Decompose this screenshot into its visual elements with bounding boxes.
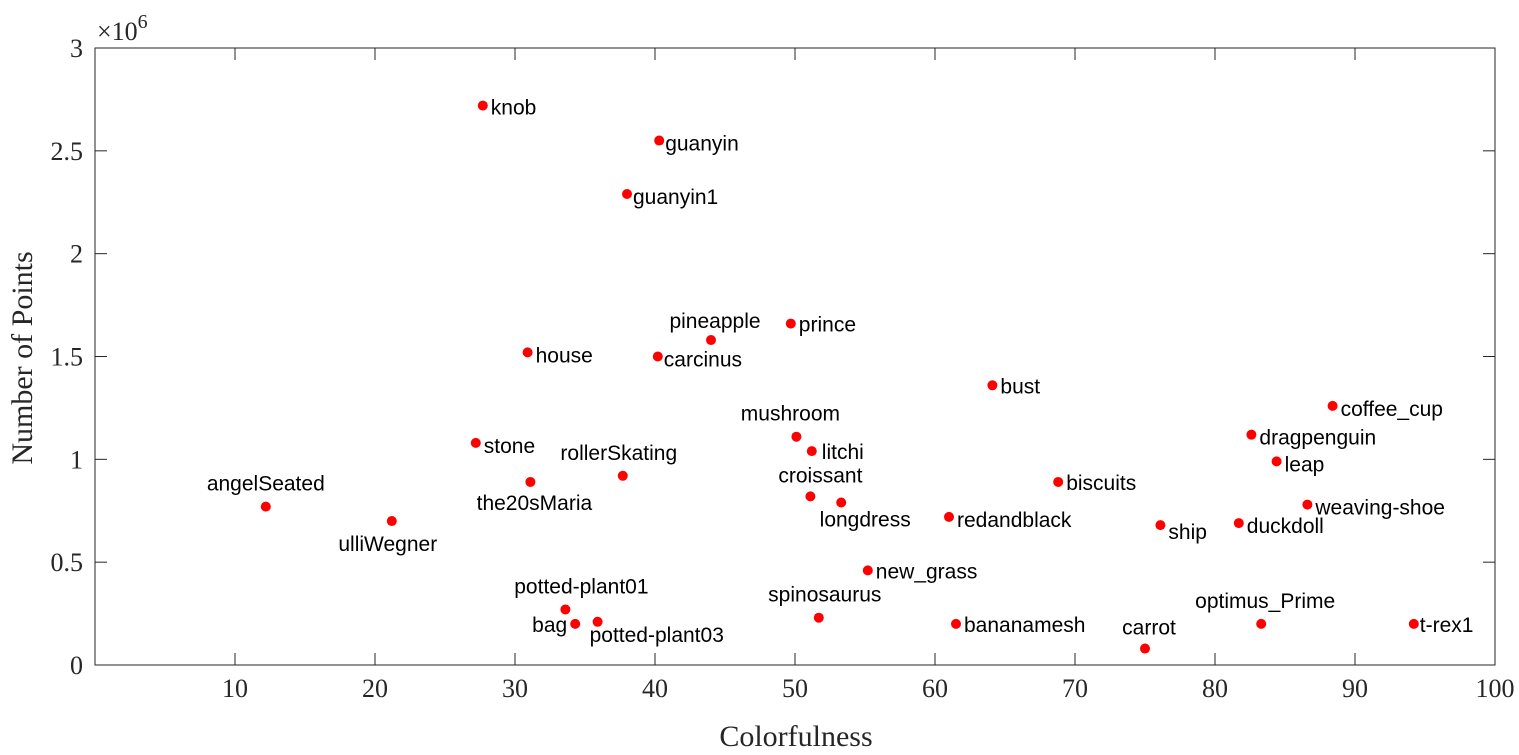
y-axis-title: Number of Points <box>6 251 39 464</box>
data-point-leap <box>1271 456 1282 467</box>
data-label-croissant: croissant <box>778 464 862 487</box>
data-label-longdress: longdress <box>820 509 911 532</box>
x-axis-title: Colorfulness <box>719 720 872 753</box>
data-label-ship: ship <box>1168 521 1207 544</box>
data-point-house <box>522 347 533 358</box>
axes: 10 20 30 40 50 60 70 80 90 100 0 0.5 1 1.5 2 2.5 3 <box>51 34 1515 703</box>
data-label-potted-plant03: potted-plant03 <box>590 624 724 647</box>
y-tick-label: 1.5 <box>51 343 84 372</box>
data-point-dragpenguin <box>1246 429 1257 440</box>
data-label-knob: knob <box>491 97 537 120</box>
y-axis-multiplier-exponent: 6 <box>138 11 148 33</box>
data-label-potted-plant01: potted-plant01 <box>514 575 648 598</box>
data-point-stone <box>470 437 481 448</box>
data-label-guanyin1: guanyin1 <box>633 186 718 209</box>
data-label-optimus_Prime: optimus_Prime <box>1195 590 1335 613</box>
data-point-optimus_Prime <box>1256 618 1267 629</box>
x-tick-label: 70 <box>1062 674 1088 703</box>
data-point-potted-plant03 <box>592 616 603 627</box>
data-label-ulliWegner: ulliWegner <box>338 533 437 556</box>
data-label-angelSeated: angelSeated <box>207 473 325 496</box>
data-label-t-rex1: t-rex1 <box>1420 614 1474 637</box>
data-point-bag <box>570 618 581 629</box>
x-tick-label: 90 <box>1342 674 1368 703</box>
x-tick-label: 40 <box>642 674 668 703</box>
data-point-rollerSkating <box>617 470 628 481</box>
data-label-guanyin: guanyin <box>665 133 739 156</box>
data-label-mushroom: mushroom <box>741 403 840 426</box>
data-label-dragpenguin: dragpenguin <box>1259 427 1376 450</box>
data-point-duckdoll <box>1233 518 1244 529</box>
data-point-angelSeated <box>260 501 271 512</box>
data-point-longdress <box>836 497 847 508</box>
data-point-coffee_cup <box>1327 400 1338 411</box>
data-label-carcinus: carcinus <box>664 349 742 372</box>
data-label-house: house <box>536 344 593 367</box>
data-point-carcinus <box>652 351 663 362</box>
data-label-litchi: litchi <box>822 441 864 464</box>
data-label-duckdoll: duckdoll <box>1247 515 1324 538</box>
data-label-carrot: carrot <box>1122 617 1176 640</box>
data-label-prince: prince <box>799 314 856 337</box>
data-label-bananamesh: bananamesh <box>964 614 1085 637</box>
y-tick-label: 2 <box>70 240 83 269</box>
y-tick-label: 0.5 <box>51 548 84 577</box>
data-label-coffee_cup: coffee_cup <box>1341 398 1443 421</box>
data-point-new_grass <box>862 565 873 576</box>
data-label-biscuits: biscuits <box>1066 472 1136 495</box>
data-point-t-rex1 <box>1408 618 1419 629</box>
x-tick-label: 10 <box>222 674 248 703</box>
data-point-guanyin <box>654 135 665 146</box>
y-axis-multiplier: ×106 <box>97 11 148 46</box>
data-point-carrot <box>1140 643 1150 654</box>
data-point-prince <box>785 318 796 329</box>
data-point-bananamesh <box>951 618 961 629</box>
data-label-spinosaurus: spinosaurus <box>768 584 881 607</box>
plot-frame <box>94 47 1496 666</box>
data-label-stone: stone <box>484 435 535 458</box>
x-tick-label: 50 <box>782 674 808 703</box>
data-label-leap: leap <box>1285 453 1325 476</box>
data-label-redandblack: redandblack <box>957 509 1072 532</box>
y-tick-label: 0 <box>70 651 83 680</box>
data-point-croissant <box>805 491 816 502</box>
x-tick-label: 60 <box>922 674 948 703</box>
data-labels: knob guanyin guanyin1 pineapple prince house c… <box>207 97 1474 647</box>
data-points <box>260 100 1419 654</box>
y-axis-multiplier-base: ×10 <box>97 17 138 46</box>
y-tick-label: 2.5 <box>51 137 84 166</box>
data-point-biscuits <box>1053 476 1064 487</box>
data-point-litchi <box>806 446 817 457</box>
x-tick-label: 100 <box>1476 674 1515 703</box>
x-tick-label: 80 <box>1202 674 1228 703</box>
data-point-ulliWegner <box>386 516 397 527</box>
data-point-spinosaurus <box>813 612 824 623</box>
x-tick-label: 30 <box>502 674 528 703</box>
data-point-pineapple <box>706 335 716 346</box>
data-label-bust: bust <box>1000 375 1040 398</box>
data-label-new_grass: new_grass <box>876 560 978 583</box>
data-point-mushroom <box>791 431 802 442</box>
data-point-guanyin1 <box>622 189 632 200</box>
data-label-rollerSkating: rollerSkating <box>560 442 677 465</box>
y-tick-label: 1 <box>70 445 83 474</box>
data-point-the20sMaria <box>525 476 536 487</box>
x-tick-label: 20 <box>362 674 388 703</box>
y-tick-label: 3 <box>70 34 83 63</box>
data-point-ship <box>1155 520 1166 531</box>
data-label-pineapple: pineapple <box>669 310 760 333</box>
data-point-potted-plant01 <box>560 604 571 615</box>
data-label-weaving-shoe: weaving-shoe <box>1314 497 1445 520</box>
data-point-knob <box>477 100 488 111</box>
data-point-bust <box>987 380 998 391</box>
data-point-weaving-shoe <box>1302 499 1313 510</box>
data-point-redandblack <box>944 511 954 522</box>
data-label-bag: bag <box>532 614 567 637</box>
data-label-the20sMaria: the20sMaria <box>477 492 593 515</box>
